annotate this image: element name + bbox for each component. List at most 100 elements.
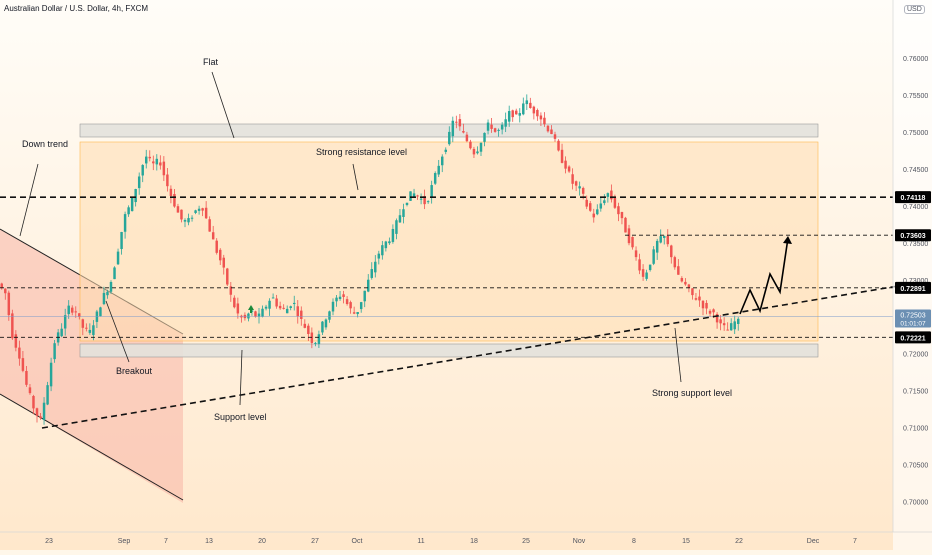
candle-body — [493, 128, 497, 132]
candle-body — [412, 193, 416, 197]
candle-body — [564, 160, 567, 169]
countdown-text: 01:01:07 — [900, 321, 926, 328]
candle-body — [666, 235, 669, 245]
candle-body — [338, 296, 342, 300]
candle-body — [620, 212, 624, 219]
candle-body — [345, 299, 349, 305]
symbol-title: Australian Dollar / U.S. Dollar, 4h, FXC… — [4, 4, 149, 13]
candle-body — [402, 209, 405, 217]
candle-body — [462, 131, 465, 133]
x-tick-label: 18 — [470, 538, 478, 545]
candle-body — [388, 241, 391, 244]
currency-badge[interactable]: USD — [904, 5, 925, 14]
candle-body — [356, 312, 359, 315]
downtrend-lower-line — [0, 393, 184, 501]
current-price-badge — [895, 309, 931, 328]
candle-body — [416, 195, 419, 197]
candle-body — [673, 257, 677, 268]
candle-body — [352, 312, 356, 314]
candle-body — [381, 245, 384, 256]
y-tick-label: 0.72000 — [903, 352, 928, 359]
candle-body — [92, 325, 95, 336]
candle-body — [384, 241, 388, 249]
candle-body — [67, 305, 70, 315]
rising-support-line — [41, 285, 899, 429]
candle-body — [159, 162, 162, 166]
candle-body — [233, 297, 236, 308]
candle-body — [278, 305, 282, 309]
candle-body — [317, 334, 321, 345]
range-zone — [79, 141, 819, 342]
candle-body — [229, 286, 233, 295]
candle-body — [652, 249, 655, 264]
green-up-arrow-icon — [248, 305, 254, 313]
y-tick-label: 0.74500 — [903, 167, 928, 174]
x-tick-label: Sep — [118, 538, 131, 545]
candle-body — [610, 190, 613, 200]
y-tick-label: 0.75500 — [903, 93, 928, 100]
candle-body — [698, 296, 701, 301]
candle-body — [395, 220, 398, 234]
candle-body — [183, 219, 187, 222]
candle-body — [705, 302, 708, 309]
candle-body — [726, 329, 729, 331]
candle-body — [433, 173, 437, 184]
candle-body — [300, 310, 303, 319]
candle-body — [81, 319, 85, 328]
candle-body — [557, 140, 560, 151]
candle-body — [476, 151, 479, 154]
price-levels-group — [0, 196, 893, 338]
candle-body — [701, 300, 705, 309]
candle-body — [511, 110, 514, 118]
price-label-text: 0.74118 — [901, 195, 926, 202]
candle-body — [546, 125, 550, 132]
candle-body — [634, 250, 638, 258]
candle-body — [130, 197, 134, 212]
price-axis[interactable] — [893, 0, 932, 550]
candle-body — [285, 308, 289, 314]
x-tick-label: Oct — [352, 538, 363, 545]
candle-body — [613, 197, 617, 208]
candle-body — [324, 319, 328, 328]
candle-body — [46, 385, 49, 405]
candle-body — [190, 217, 194, 219]
candle-body — [106, 291, 109, 296]
x-tick-label: 7 — [164, 538, 168, 545]
candle-body — [497, 129, 500, 131]
y-tick-label: 0.70000 — [903, 500, 928, 507]
candle-body — [606, 193, 610, 197]
price-label-badge — [895, 191, 931, 204]
candle-body — [194, 210, 197, 213]
candle-body — [455, 121, 458, 123]
candle-body — [374, 261, 377, 273]
candle-body — [71, 307, 74, 313]
candle-body — [585, 199, 588, 207]
candle-body — [490, 124, 493, 129]
candle-body — [236, 303, 240, 314]
projection-path — [739, 237, 789, 315]
strong-support-pointer — [674, 327, 682, 383]
x-tick-label: Dec — [807, 538, 820, 545]
candle-body — [599, 203, 603, 209]
candle-body — [148, 156, 151, 159]
candle-body — [197, 208, 201, 211]
candle-body — [254, 311, 257, 317]
candle-body — [426, 201, 430, 203]
x-tick-label: 11 — [417, 538, 424, 545]
candle-body — [25, 370, 28, 385]
candle-body — [145, 156, 148, 164]
label-strong-resistance: Strong resistance level — [316, 147, 407, 157]
candle-body — [722, 323, 726, 326]
price-label-badge — [895, 281, 931, 294]
candle-body — [458, 119, 462, 127]
candle-body — [215, 240, 218, 253]
candle-body — [603, 200, 606, 204]
y-tick-label: 0.75000 — [903, 130, 928, 137]
candle-body — [314, 342, 317, 344]
candle-body — [226, 268, 229, 285]
candle-body — [166, 174, 169, 187]
candle-body — [550, 129, 553, 135]
candle-body — [264, 306, 268, 309]
